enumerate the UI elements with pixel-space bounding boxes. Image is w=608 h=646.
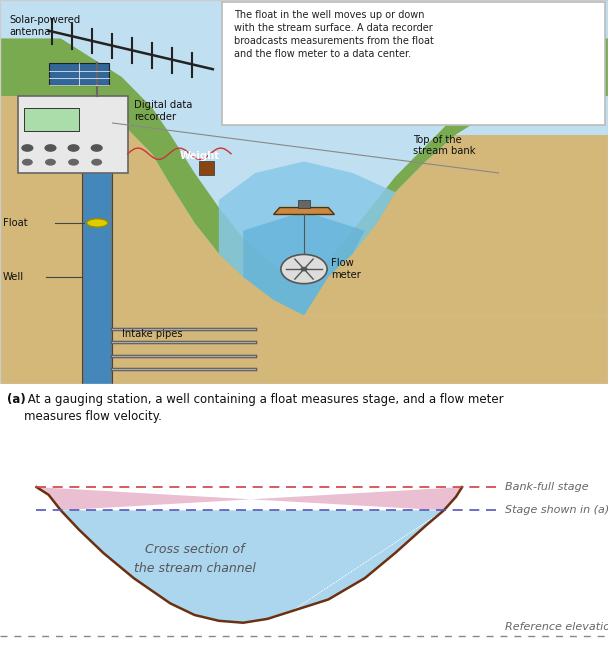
Text: (a): (a) [7,393,26,406]
FancyBboxPatch shape [84,173,111,384]
Circle shape [300,267,308,271]
Circle shape [91,159,102,165]
Circle shape [68,159,79,165]
FancyBboxPatch shape [0,0,608,384]
Polygon shape [36,487,462,510]
Polygon shape [304,38,608,315]
Text: Top of the
stream bank: Top of the stream bank [413,134,476,156]
FancyBboxPatch shape [49,63,109,85]
Polygon shape [61,510,444,623]
FancyBboxPatch shape [222,2,605,125]
Text: Intake pipes: Intake pipes [122,329,182,339]
FancyBboxPatch shape [24,108,79,130]
Circle shape [281,255,327,284]
Text: Well: Well [3,272,24,282]
Polygon shape [0,96,608,384]
Text: Bank-full stage: Bank-full stage [505,482,589,492]
FancyBboxPatch shape [298,200,310,207]
Text: Float: Float [3,218,28,228]
Ellipse shape [87,219,108,227]
Polygon shape [0,38,304,315]
FancyBboxPatch shape [213,0,608,134]
Circle shape [67,144,80,152]
Text: Reference elevation: Reference elevation [505,621,608,632]
FancyBboxPatch shape [199,162,214,175]
Circle shape [44,144,57,152]
FancyBboxPatch shape [18,96,128,173]
Polygon shape [304,96,608,384]
Text: The float in the well moves up or down
with the stream surface. A data recorder
: The float in the well moves up or down w… [234,10,434,59]
Polygon shape [243,211,365,315]
Text: Digital data
recorder: Digital data recorder [134,100,192,121]
Circle shape [91,144,103,152]
Circle shape [22,159,33,165]
Text: Solar-powered
antenna: Solar-powered antenna [9,16,80,37]
Text: At a gauging station, a well containing a float measures stage, and a flow meter: At a gauging station, a well containing … [24,393,504,422]
Polygon shape [274,207,334,214]
Polygon shape [219,162,395,315]
Circle shape [21,144,33,152]
Text: Weight: Weight [179,151,219,161]
FancyBboxPatch shape [82,108,112,384]
Text: Stage shown in (a): Stage shown in (a) [505,505,608,516]
Text: Flow
meter: Flow meter [331,258,361,280]
Circle shape [45,159,56,165]
Text: Cross section of
the stream channel: Cross section of the stream channel [134,543,255,575]
